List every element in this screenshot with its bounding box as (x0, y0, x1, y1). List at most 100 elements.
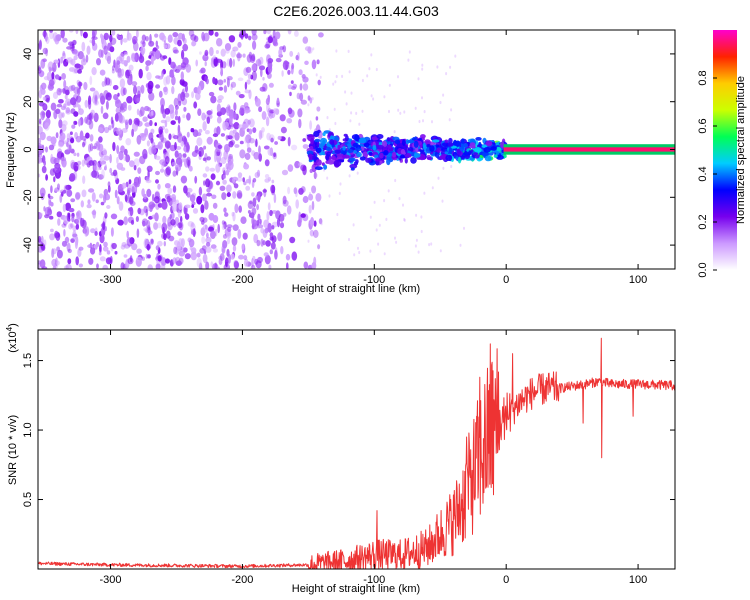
heatmap-noise-blob (88, 257, 94, 265)
snr-x-tick-label: 0 (503, 574, 509, 586)
heatmap-noise-blob (103, 155, 110, 161)
heatmap-noise-blob (257, 58, 261, 66)
heatmap-noise-blob (307, 103, 310, 107)
heatmap-noise-blob (300, 186, 306, 193)
heatmap-noise-blob (89, 75, 93, 86)
heatmap-y-label: Frequency (Hz) (5, 112, 17, 188)
heatmap-noise-blob (299, 83, 303, 91)
heatmap-noise-blob (370, 94, 373, 98)
heatmap-noise-blob (50, 156, 57, 165)
heatmap-noise-blob (297, 52, 300, 61)
heatmap-noise-blob (242, 30, 246, 37)
heatmap-noise-blob (119, 53, 125, 62)
heatmap-noise-blob (73, 111, 79, 117)
heatmap-noise-blob (235, 90, 241, 96)
heatmap-noise-blob (271, 179, 275, 184)
heatmap-noise-blob (120, 262, 125, 269)
heatmap-noise-blob (231, 237, 238, 246)
colorbar-label: Normalized spectral amplitude (735, 76, 747, 224)
heatmap-noise-blob (370, 53, 373, 57)
heatmap-noise-blob (265, 116, 270, 127)
heatmap-noise-blob (274, 141, 278, 145)
heatmap-noise-blob (210, 109, 213, 115)
heatmap-noise-blob (230, 49, 236, 58)
heatmap-noise-blob (193, 87, 199, 94)
heatmap-noise-blob (155, 75, 161, 79)
heatmap-noise-blob (62, 37, 68, 43)
heatmap-noise-blob (104, 164, 108, 170)
heatmap-noise-blob (147, 254, 151, 259)
heatmap-noise-blob (121, 182, 127, 189)
heatmap-noise-blob (198, 128, 203, 133)
heatmap-noise-blob (167, 34, 173, 43)
heatmap-noise-blob (268, 82, 274, 88)
heatmap-noise-blob (399, 111, 402, 115)
heatmap-noise-blob (180, 215, 183, 223)
heatmap-noise-blob (204, 61, 207, 67)
heatmap-noise-blob (246, 147, 252, 153)
heatmap-noise-blob (146, 188, 152, 198)
heatmap-noise-blob (60, 30, 65, 39)
heatmap-noise-blob (315, 116, 319, 121)
heatmap-noise-blob (142, 116, 148, 122)
heatmap-noise-blob (164, 108, 171, 115)
heatmap-noise-blob (113, 94, 119, 101)
heatmap-noise-blob (302, 144, 309, 149)
heatmap-noise-blob (217, 79, 224, 86)
heatmap-noise-blob (169, 214, 172, 220)
heatmap-noise-blob (448, 118, 451, 122)
heatmap-noise-blob (178, 202, 183, 211)
heatmap-noise-blob (107, 185, 111, 193)
heatmap-signal-blob (379, 152, 384, 159)
heatmap-noise-blob (138, 110, 143, 117)
heatmap-noise-blob (191, 247, 197, 254)
heatmap-noise-blob (114, 113, 119, 122)
heatmap-noise-blob (226, 237, 231, 245)
heatmap-noise-blob (48, 144, 55, 151)
heatmap-noise-blob (220, 133, 225, 137)
heatmap-signal-blob (342, 145, 346, 151)
heatmap-noise-blob (224, 257, 229, 267)
heatmap-noise-blob (38, 67, 42, 74)
heatmap-noise-blob (131, 186, 135, 193)
heatmap-noise-blob (311, 97, 314, 101)
heatmap-noise-blob (118, 201, 124, 211)
heatmap-noise-blob (106, 250, 111, 255)
heatmap-noise-blob (442, 166, 445, 170)
heatmap-noise-blob (142, 40, 146, 48)
heatmap-signal-blob (376, 144, 385, 150)
heatmap-noise-blob (246, 141, 250, 150)
heatmap-noise-blob (219, 185, 226, 191)
heatmap-noise-blob (309, 192, 311, 196)
heatmap-x-tick-label: 0 (503, 274, 509, 286)
heatmap-noise-blob (100, 95, 106, 105)
heatmap-noise-blob (189, 194, 196, 203)
heatmap-signal-blob (310, 137, 314, 145)
heatmap-noise-blob (212, 248, 218, 253)
heatmap-noise-blob (439, 100, 442, 105)
heatmap-noise-blob (377, 242, 380, 246)
heatmap-noise-blob (237, 41, 242, 48)
heatmap-noise-blob (148, 91, 155, 101)
heatmap-signal-blob (448, 147, 452, 154)
heatmap-noise-blob (93, 244, 98, 250)
heatmap-noise-blob (319, 75, 322, 79)
heatmap-noise-blob (38, 137, 42, 144)
heatmap-noise-blob (304, 46, 311, 52)
heatmap-noise-blob (221, 192, 227, 201)
heatmap-noise-blob (375, 67, 378, 72)
heatmap-noise-blob (74, 165, 79, 172)
heatmap-noise-blob (196, 137, 203, 147)
heatmap-noise-blob (170, 120, 176, 125)
heatmap-noise-blob (177, 130, 182, 138)
heatmap-x-label: Height of straight line (km) (292, 283, 420, 295)
heatmap-noise-blob (65, 107, 71, 114)
heatmap-noise-blob (116, 196, 120, 205)
heatmap-noise-blob (105, 92, 112, 101)
heatmap-noise-blob (300, 99, 307, 105)
heatmap-signal-blob (457, 156, 462, 164)
heatmap-noise-blob (126, 230, 129, 239)
heatmap-noise-blob (278, 213, 285, 222)
heatmap-noise-blob (98, 136, 103, 143)
heatmap-noise-blob (40, 110, 45, 121)
